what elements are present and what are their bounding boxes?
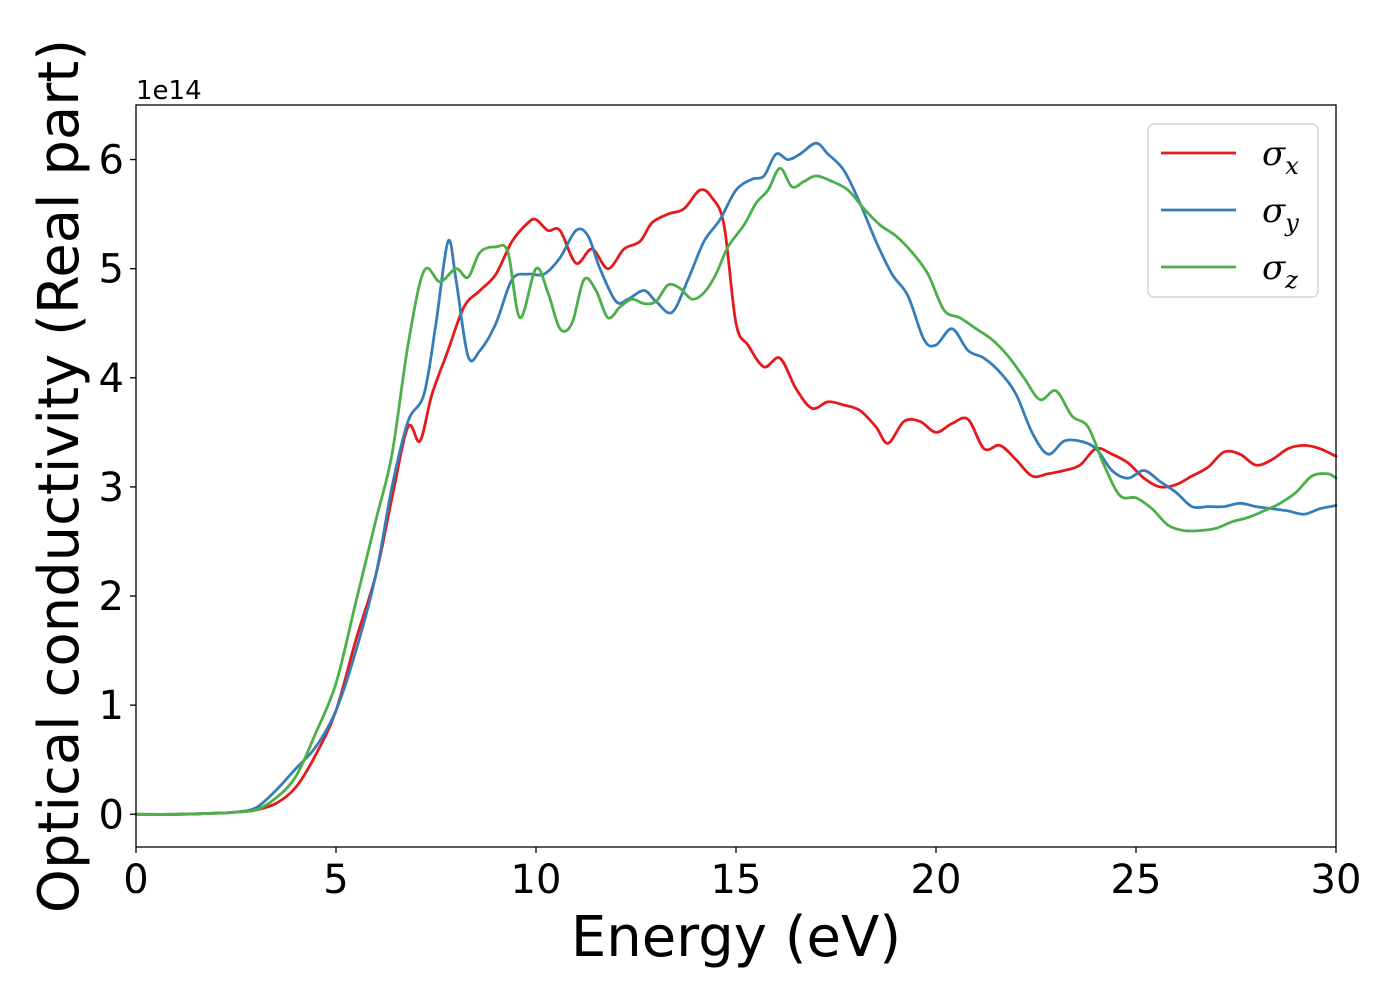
y-tick-label: 6: [99, 138, 124, 184]
x-tick-label: 5: [323, 857, 348, 903]
x-tick-label: 0: [123, 857, 148, 903]
x-tick-label: 30: [1311, 857, 1362, 903]
y-tick-label: 0: [99, 792, 124, 838]
legend-label-x: σx: [1262, 134, 1299, 180]
x-tick-label: 15: [711, 857, 762, 903]
y-axis-title: Optical conductivity (Real part): [27, 39, 92, 913]
series-line-z: [134, 166, 1338, 816]
x-axis: 0 5 10 15 20 25 30: [123, 847, 1361, 903]
series-layer: [134, 141, 1338, 816]
y-tick-label: 1: [99, 683, 124, 729]
legend: σx σy σz: [1147, 123, 1319, 298]
series-line-x: [134, 188, 1338, 816]
y-offset-label: 1e14: [136, 76, 202, 106]
y-axis: 0 1 2 3 4 5 6: [99, 138, 136, 838]
legend-label-z: σz: [1262, 248, 1298, 294]
y-tick-label: 5: [99, 247, 124, 293]
x-axis-title: Energy (eV): [571, 905, 901, 970]
legend-label-y: σy: [1262, 191, 1299, 237]
series-line-y: [134, 141, 1338, 816]
x-tick-label: 25: [1111, 857, 1162, 903]
x-tick-label: 20: [911, 857, 962, 903]
y-tick-label: 3: [99, 465, 124, 511]
x-tick-label: 10: [511, 857, 562, 903]
y-tick-label: 2: [99, 574, 124, 620]
y-tick-label: 4: [99, 356, 124, 402]
